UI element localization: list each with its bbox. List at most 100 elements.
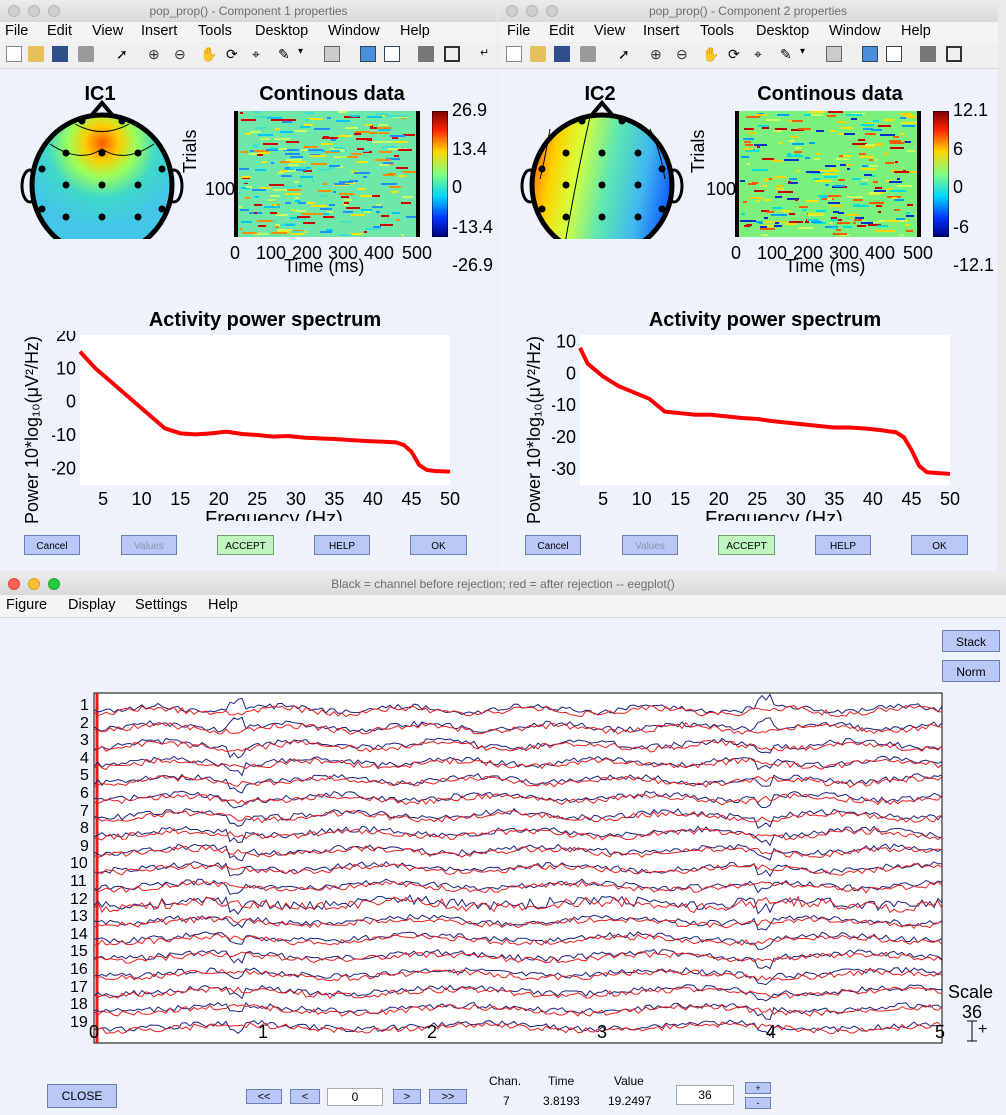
colorbar-icon[interactable] [360,46,376,62]
zoom-window-button[interactable] [546,5,558,17]
erpimage-cell [847,196,863,198]
brush-dropdown-icon[interactable]: ▾ [298,46,304,57]
menu-help[interactable]: Help [400,23,430,39]
menu-desktop[interactable]: Desktop [255,23,309,39]
link-plot-icon[interactable] [826,46,842,62]
ok-button[interactable]: OK [410,535,467,555]
erpimage-cell [785,223,796,225]
help-button[interactable]: HELP [314,535,370,555]
help-button[interactable]: HELP [815,535,871,555]
zoom-in-icon[interactable]: ⊕ [148,46,160,62]
menu-edit[interactable]: Edit [47,23,72,39]
show-tools-icon[interactable] [444,46,460,62]
brush-icon[interactable]: ✎ [278,46,290,62]
close-window-button[interactable] [8,578,20,590]
eeg-traces-plot[interactable] [60,691,960,1051]
erpimage-cell [303,222,315,224]
zoom-window-button[interactable] [48,578,60,590]
minimize-window-button[interactable] [28,578,40,590]
minimize-window-button[interactable] [526,5,538,17]
scroll-prev-button[interactable]: < [290,1089,320,1104]
pointer-icon[interactable]: ➚ [116,46,128,62]
decrease-spacing-button[interactable]: - [745,1097,771,1109]
position-input[interactable] [327,1088,383,1106]
pointer-icon[interactable]: ➚ [618,46,630,62]
print-icon[interactable] [78,46,94,62]
colorbar-icon[interactable] [862,46,878,62]
erpimage-cell [811,221,822,223]
increase-spacing-button[interactable]: + [745,1082,771,1094]
data-cursor-icon[interactable]: ⌖ [252,46,260,62]
zoom-out-icon[interactable]: ⊖ [174,46,186,62]
brush-dropdown-icon[interactable]: ▾ [800,46,806,57]
show-tools-icon[interactable] [946,46,962,62]
cancel-button[interactable]: Cancel [24,535,80,555]
menu-tools[interactable]: Tools [198,23,232,39]
menu-file[interactable]: File [5,23,29,39]
menu-help[interactable]: Help [901,23,931,39]
colorbar-ic2 [933,111,949,237]
pan-hand-icon[interactable]: ✋ [702,46,720,62]
close-button[interactable]: CLOSE [47,1084,117,1108]
menu-help[interactable]: Help [208,597,238,613]
close-window-button[interactable] [8,5,20,17]
values-button[interactable]: Values [121,535,177,555]
spacing-input[interactable] [676,1085,734,1105]
menu-view[interactable]: View [594,23,626,39]
accept-button[interactable]: ACCEPT [217,535,274,555]
minimize-window-button[interactable] [28,5,40,17]
open-folder-icon[interactable] [28,46,44,62]
menu-edit[interactable]: Edit [549,23,574,39]
menu-view[interactable]: View [92,23,124,39]
erpimage-cell [746,224,752,226]
menu-display[interactable]: Display [68,597,116,613]
menu-tools[interactable]: Tools [700,23,734,39]
data-cursor-icon[interactable]: ⌖ [754,46,762,62]
new-figure-icon[interactable] [6,46,22,62]
legend-icon[interactable] [886,46,902,62]
pan-hand-icon[interactable]: ✋ [200,46,218,62]
erpimage-cell [285,153,300,155]
hide-tools-icon[interactable] [920,46,936,62]
zoom-in-icon[interactable]: ⊕ [650,46,662,62]
eeg-trace [93,790,943,809]
erpimage-cell [389,186,401,188]
menu-file[interactable]: File [507,23,531,39]
scroll-last-button[interactable]: >> [429,1089,467,1104]
open-folder-icon[interactable] [530,46,546,62]
stack-button[interactable]: Stack [942,630,1000,652]
scroll-first-button[interactable]: << [246,1089,282,1104]
legend-icon[interactable] [384,46,400,62]
erpimage-cell [901,122,917,124]
menu-window[interactable]: Window [328,23,380,39]
rotate-icon[interactable]: ⟳ [728,46,740,62]
toolbar-overflow-icon[interactable]: ↵ [480,47,490,59]
save-icon[interactable] [554,46,570,62]
link-plot-icon[interactable] [324,46,340,62]
values-button[interactable]: Values [622,535,678,555]
erpimage-cell [883,153,889,155]
print-icon[interactable] [580,46,596,62]
norm-button[interactable]: Norm [942,660,1000,682]
rotate-icon[interactable]: ⟳ [226,46,238,62]
erpimage-cell [846,214,859,216]
ok-button[interactable]: OK [911,535,968,555]
menu-figure[interactable]: Figure [6,597,48,613]
eeg-trace [93,827,943,841]
zoom-out-icon[interactable]: ⊖ [676,46,688,62]
menu-settings[interactable]: Settings [135,597,188,613]
new-figure-icon[interactable] [506,46,522,62]
scroll-next-button[interactable]: > [393,1089,421,1104]
menu-window[interactable]: Window [829,23,881,39]
save-icon[interactable] [52,46,68,62]
menu-insert[interactable]: Insert [141,23,178,39]
close-window-button[interactable] [506,5,518,17]
brush-icon[interactable]: ✎ [780,46,792,62]
zoom-window-button[interactable] [48,5,60,17]
hide-tools-icon[interactable] [418,46,434,62]
accept-button[interactable]: ACCEPT [718,535,775,555]
cancel-button[interactable]: Cancel [525,535,581,555]
menu-desktop[interactable]: Desktop [756,23,810,39]
erpimage-cell [859,146,874,148]
menu-insert[interactable]: Insert [643,23,680,39]
